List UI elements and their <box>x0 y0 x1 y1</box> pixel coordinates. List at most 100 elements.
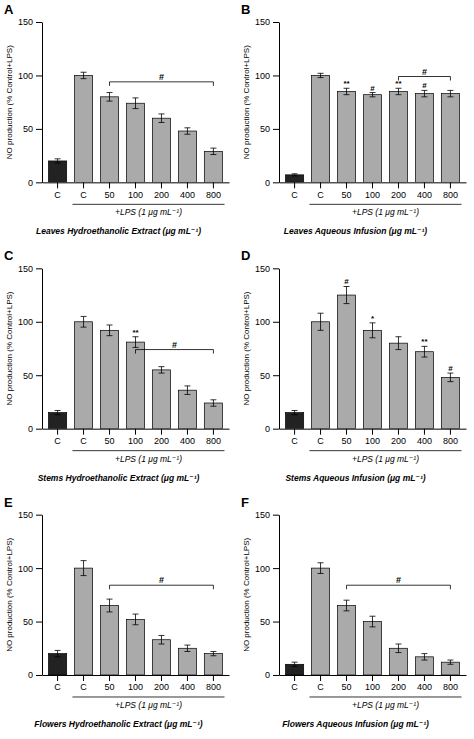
x-tick: 50 <box>342 182 352 199</box>
x-tick-mark <box>161 675 162 681</box>
error-bar <box>184 128 190 134</box>
x-tick-label: C <box>80 190 87 200</box>
x-tick: 50 <box>105 429 115 446</box>
x-tick-label: C <box>80 682 87 692</box>
y-tick-label: 100 <box>18 71 33 81</box>
error-bar <box>158 114 164 123</box>
error-bar <box>81 561 87 576</box>
x-tick-label: 100 <box>128 190 143 200</box>
x-tick-mark <box>320 675 321 681</box>
y-tick-mark <box>273 375 279 376</box>
y-axis-line <box>279 515 280 675</box>
y-tick-label: 150 <box>255 510 270 520</box>
y-tick-label: 0 <box>28 424 33 434</box>
x-tick-mark <box>294 182 295 188</box>
x-tick: 200 <box>154 429 169 446</box>
y-tick-label: 0 <box>265 424 270 434</box>
annotations: #***#+LPS (1 μg mL⁻¹) <box>309 278 461 464</box>
x-tick: 100 <box>365 429 380 446</box>
x-tick: C <box>317 182 324 199</box>
x-tick-mark <box>372 429 373 435</box>
y-axis-line <box>279 269 280 429</box>
y-tick: 0 <box>28 670 42 680</box>
x-tick-label: 100 <box>365 190 380 200</box>
error-bar <box>292 174 298 176</box>
y-tick: 50 <box>260 617 279 627</box>
significance-label: # <box>448 364 453 373</box>
x-tick-label: C <box>317 436 324 446</box>
y-tick: 150 <box>18 17 42 27</box>
y-tick-mark <box>273 75 279 76</box>
y-tick: 150 <box>255 264 279 274</box>
y-axis: 0 50 100 150 <box>18 17 43 187</box>
y-axis-line <box>279 23 280 183</box>
error-bar <box>210 148 216 154</box>
plot-area: 050100150CC50100200400800#+LPS (1 μg mL⁻… <box>18 510 230 710</box>
y-tick-label: 0 <box>28 178 33 188</box>
x-tick-label: 200 <box>391 436 406 446</box>
x-tick-label: C <box>80 436 87 446</box>
y-tick-mark <box>273 675 279 676</box>
x-tick-label: 100 <box>128 436 143 446</box>
bracket <box>110 585 214 589</box>
y-tick-mark <box>273 515 279 516</box>
x-tick: 50 <box>342 675 352 692</box>
panel-label: B <box>241 2 250 17</box>
plot-area: 050100150CC50100200400800**#**##+LPS (1 … <box>255 17 467 217</box>
panel: 050100150CC50100200400800#+LPS (1 μg mL⁻… <box>241 495 467 729</box>
error-bar <box>158 635 164 644</box>
figure: 0 50 100 150 CC50100200400800 # +LPS (1 μg mL⁻… <box>0 0 474 739</box>
error-bar <box>55 410 61 414</box>
error-bar <box>107 325 113 336</box>
y-tick: 0 <box>265 670 279 680</box>
bar <box>311 75 329 182</box>
plot-area: 050100150CC50100200400800**#+LPS (1 μg m… <box>18 264 230 464</box>
x-tick-mark <box>213 429 214 435</box>
error-bar <box>370 323 376 338</box>
y-tick: 100 <box>255 563 279 573</box>
x-axis: CC50100200400800 <box>43 675 230 692</box>
y-tick-mark <box>36 568 42 569</box>
bar <box>389 91 407 182</box>
marks <box>285 563 459 675</box>
title: Stems Aqueous Infusion (μg mL⁻¹) <box>285 473 425 483</box>
y-tick: 50 <box>23 371 42 381</box>
y-tick-label: 50 <box>23 124 33 134</box>
x-tick-label: 400 <box>417 436 432 446</box>
x-tick-label: 200 <box>154 682 169 692</box>
x-tick-mark <box>57 429 58 435</box>
x-tick-mark <box>187 429 188 435</box>
y-tick-label: 100 <box>18 563 33 573</box>
x-tick: C <box>291 182 298 199</box>
error-bar <box>81 316 87 327</box>
x-tick-label: 50 <box>105 682 115 692</box>
x-tick-label: C <box>317 682 324 692</box>
y-tick-mark <box>36 622 42 623</box>
panel: 050100150CC50100200400800#+LPS (1 μg mL⁻… <box>4 495 230 729</box>
error-bar <box>184 386 190 395</box>
panel-label: E <box>4 495 13 510</box>
x-axis: CC50100200400800 <box>280 429 467 446</box>
annotations: **#**##+LPS (1 μg mL⁻¹) <box>309 67 461 218</box>
x-tick-mark <box>346 182 347 188</box>
y-tick-label: 50 <box>23 371 33 381</box>
bracket <box>110 82 214 86</box>
bar <box>178 390 196 428</box>
y-tick-mark <box>36 22 42 23</box>
bar <box>74 568 92 675</box>
y-tick-mark <box>273 22 279 23</box>
x-axis: CC50100200400800 <box>43 182 230 199</box>
significance-label: # <box>344 278 349 287</box>
error-bar <box>133 614 139 625</box>
x-tick: C <box>54 429 61 446</box>
x-tick-label: 100 <box>365 436 380 446</box>
x-tick-label: C <box>54 436 61 446</box>
title: Flowers Hydroethanolic Extract (μg mL⁻¹) <box>34 719 202 729</box>
x-tick-label: C <box>317 190 324 200</box>
x-tick-mark <box>213 182 214 188</box>
y-tick: 50 <box>23 617 42 627</box>
title: Leaves Aqueous Infusion (μg mL⁻¹) <box>284 226 428 236</box>
x-tick: 400 <box>180 182 195 199</box>
span-label: +LPS (1 μg mL⁻¹) <box>352 454 419 464</box>
x-tick-mark <box>187 675 188 681</box>
